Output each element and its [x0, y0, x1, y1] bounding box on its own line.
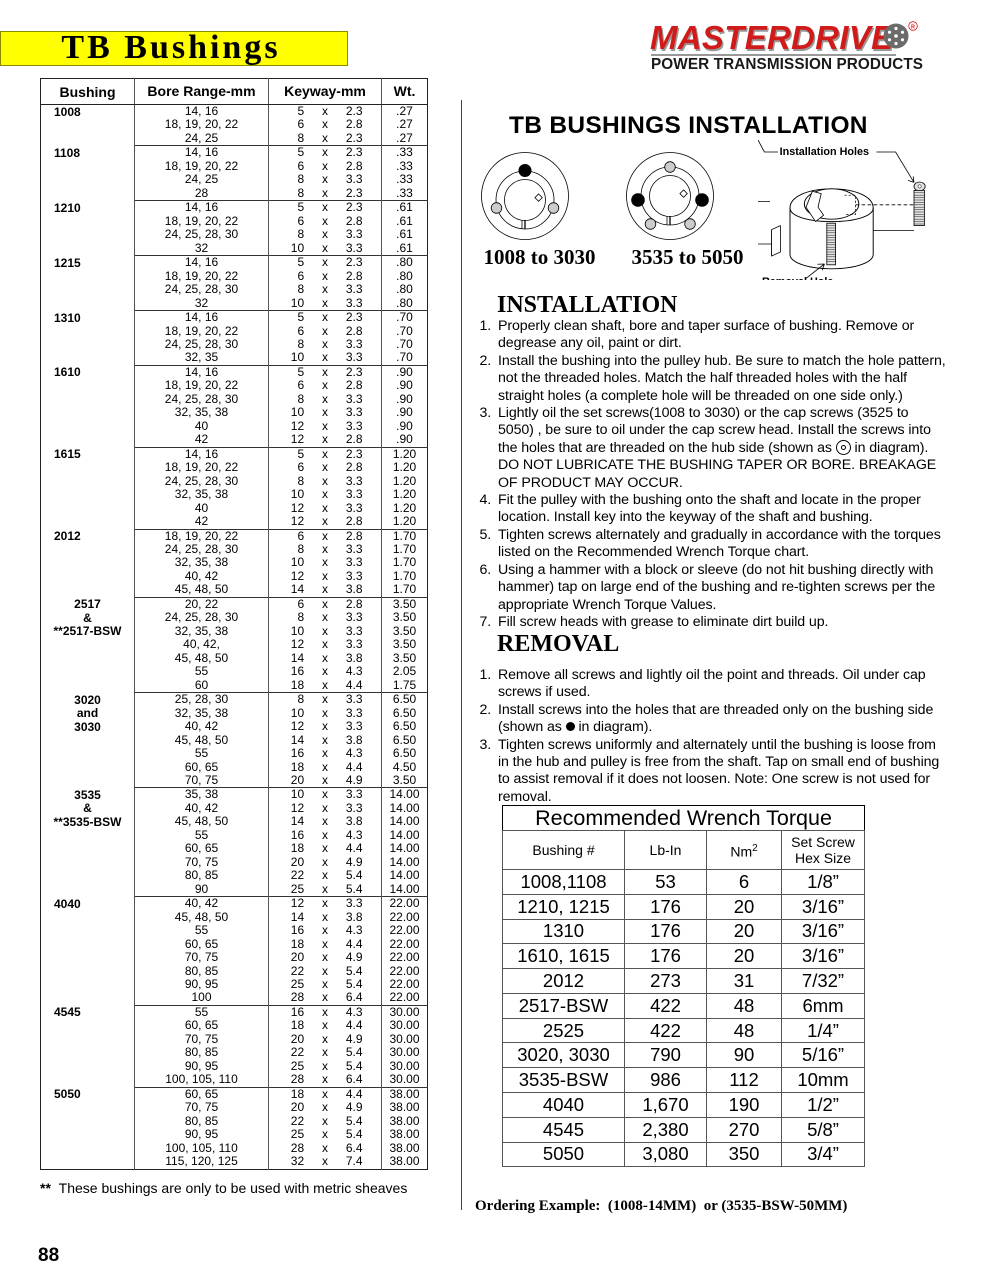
svg-text:Installation Holes: Installation Holes	[780, 146, 869, 158]
svg-text:MASTERDRIVE: MASTERDRIVE	[650, 19, 894, 56]
svg-text:Removal Hole: Removal Hole	[762, 276, 833, 280]
svg-text:R: R	[911, 25, 915, 31]
svg-text:POWER TRANSMISSION PRODUCTS: POWER TRANSMISSION PRODUCTS	[651, 56, 923, 73]
